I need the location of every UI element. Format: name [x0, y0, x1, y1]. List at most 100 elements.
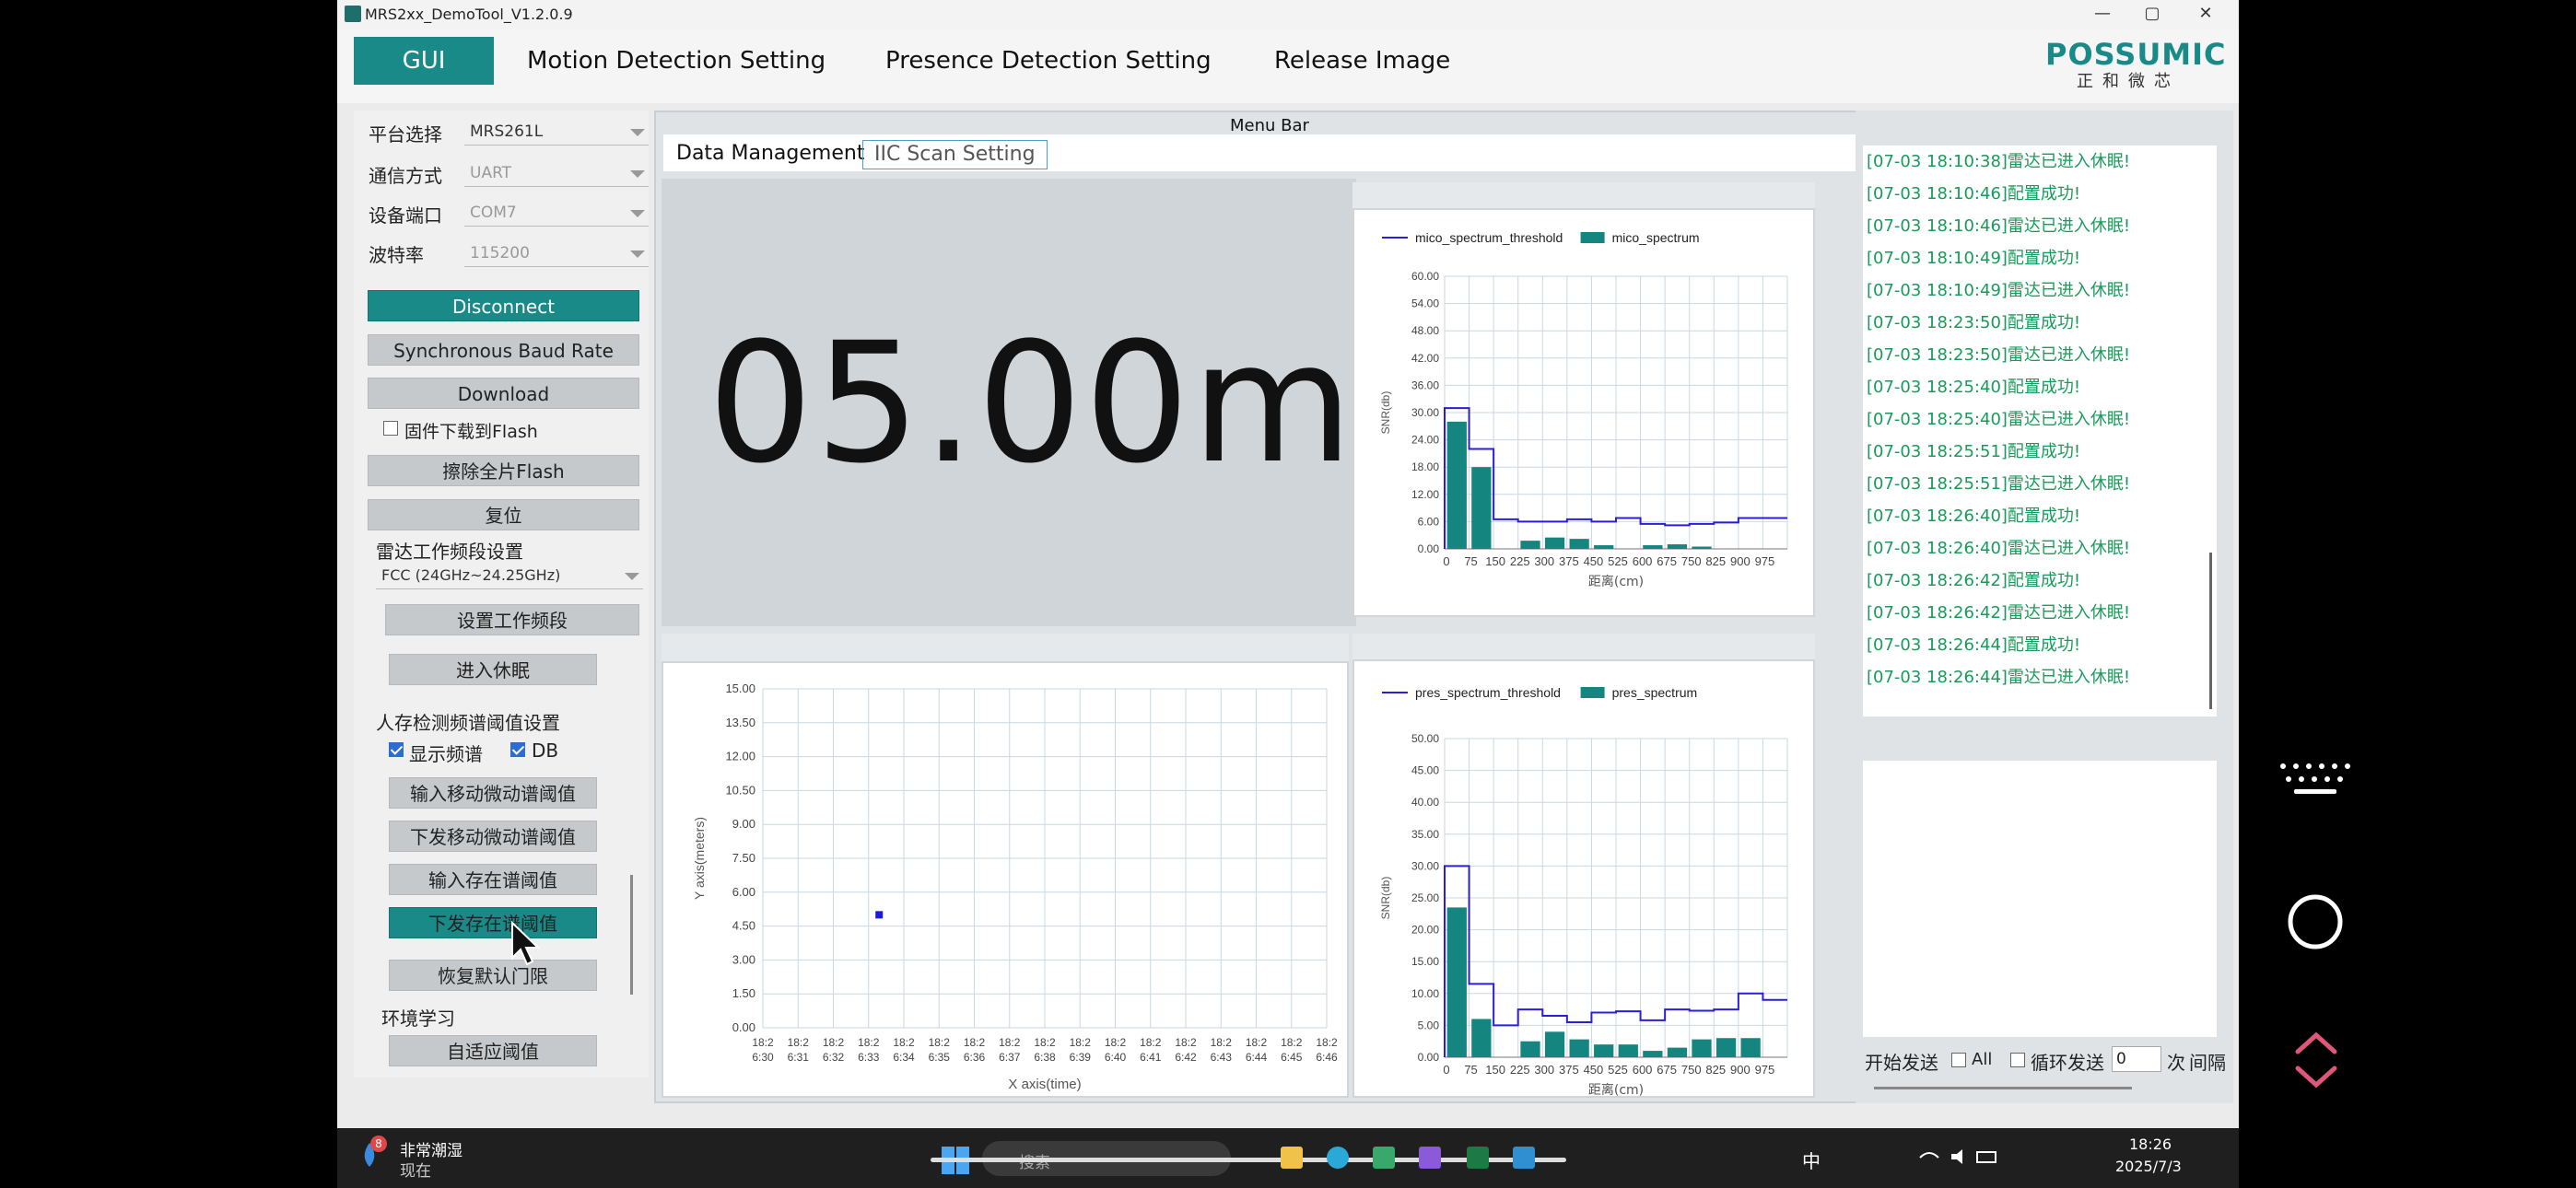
y-tick-label: 0.00: [732, 1020, 755, 1034]
y-tick-label: 60.00: [1411, 270, 1439, 283]
send-motion-threshold-button[interactable]: 下发移动微动谱阈值: [389, 821, 597, 852]
download-button[interactable]: Download: [368, 378, 639, 409]
app-icon-purple[interactable]: [1419, 1147, 1441, 1169]
send-controls: 开始发送 All 循环发送 0 次 间隔: [1861, 1042, 2230, 1079]
tab-iic-scan-setting[interactable]: IIC Scan Setting: [862, 140, 1048, 169]
show-spectrum-checkbox[interactable]: [389, 742, 404, 757]
x-tick-label-line: 18:2: [752, 1036, 774, 1049]
x-tick-label-line: 6:31: [788, 1051, 810, 1064]
system-tray-icons[interactable]: [1918, 1147, 2001, 1167]
x-tick-label: 375: [1559, 1063, 1579, 1077]
platform-label: 平台选择: [369, 123, 442, 146]
windows-start-icon[interactable]: [942, 1147, 969, 1174]
y-tick-label: 12.00: [725, 750, 755, 763]
x-tick-label-line: 6:36: [964, 1051, 986, 1064]
x-tick-label-line: 6:38: [1034, 1051, 1056, 1064]
file-explorer-icon[interactable]: [1281, 1147, 1303, 1169]
y-tick-label: 0.00: [1418, 1051, 1440, 1064]
adaptive-threshold-button[interactable]: 自适应阈值: [389, 1035, 597, 1066]
mico-spectrum-svg: mico_spectrum_threshold mico_spectrum 60.0…: [1379, 230, 1788, 589]
tab-data-management[interactable]: Data Management: [676, 142, 865, 165]
restore-default-button[interactable]: 恢复默认门限: [389, 960, 597, 991]
close-button[interactable]: ✕: [2198, 4, 2213, 23]
send-textarea[interactable]: [1863, 761, 2217, 1037]
send-presence-threshold-button[interactable]: 下发存在谱阈值: [389, 907, 597, 938]
window-title: MRS2xx_DemoTool_V1.2.0.9: [365, 6, 573, 23]
taskbar: 8 非常潮湿 现在 搜索 中 18:26 2025/7/3: [337, 1128, 2239, 1188]
db-label: DB: [532, 740, 559, 762]
home-button-icon[interactable]: [2287, 893, 2344, 950]
x-tick-label-line: 18:2: [788, 1036, 810, 1049]
left-scrollbar[interactable]: [630, 875, 633, 995]
x-tick-label: 300: [1534, 1063, 1554, 1077]
x-tick-label-line: 18:2: [929, 1036, 951, 1049]
baud-value: 115200: [470, 244, 530, 262]
input-presence-threshold-button[interactable]: 输入存在谱阈值: [389, 864, 597, 895]
start-send-label[interactable]: 开始发送: [1865, 1052, 1938, 1074]
x-tick-label: 525: [1608, 1063, 1628, 1077]
y-tick-label: 45.00: [1411, 764, 1439, 777]
x-tick-label: 0: [1443, 554, 1449, 568]
x-tick-label: 18:2 6:36: [964, 1036, 986, 1064]
port-value: COM7: [470, 204, 517, 222]
interval-label: 间隔: [2189, 1052, 2226, 1074]
maximize-button[interactable]: ▢: [2144, 4, 2160, 23]
loop-count-input[interactable]: 0: [2112, 1046, 2161, 1072]
log-line: [07-03 18:10:49]配置成功!: [1867, 249, 2081, 268]
spectrum-bar: [1740, 1038, 1761, 1057]
tab-release-image[interactable]: Release Image: [1274, 47, 1451, 75]
left-control-panel: 平台选择 MRS261L 通信方式 UART 设备端口 COM7 波特率 115…: [354, 111, 649, 1077]
sleep-button[interactable]: 进入休眠: [389, 654, 597, 685]
x-tick-label: 18:2 6:31: [788, 1036, 810, 1064]
clock-date: 2025/7/3: [2115, 1158, 2182, 1175]
all-checkbox[interactable]: [1951, 1053, 1966, 1067]
legend-label: pres_spectrum_threshold: [1415, 685, 1561, 700]
minimize-button[interactable]: —: [2094, 4, 2111, 23]
log-line: [07-03 18:26:40]雷达已进入休眠!: [1867, 539, 2131, 558]
log-scrollbar[interactable]: [2209, 553, 2212, 709]
x-tick-label-line: 6:33: [858, 1051, 880, 1064]
log-line: [07-03 18:25:51]雷达已进入休眠!: [1867, 474, 2131, 494]
band-select[interactable]: FCC (24GHz~24.25GHz): [376, 562, 643, 589]
x-tick-label: 900: [1730, 554, 1751, 568]
excel-icon[interactable]: [1467, 1147, 1489, 1169]
log-line: [07-03 18:10:46]配置成功!: [1867, 184, 2081, 204]
reset-button[interactable]: 复位: [368, 499, 639, 530]
db-checkbox[interactable]: [510, 742, 525, 757]
x-tick-label-line: 18:2: [1034, 1036, 1056, 1049]
x-tick-label: 18:2 6:41: [1140, 1036, 1162, 1064]
log-line: [07-03 18:10:38]雷达已进入休眠!: [1867, 152, 2131, 171]
x-tick-label-line: 18:2: [823, 1036, 845, 1049]
set-band-button[interactable]: 设置工作频段: [385, 604, 639, 635]
edge-icon[interactable]: [1327, 1147, 1349, 1169]
demotool-taskbar-icon[interactable]: [1513, 1147, 1535, 1169]
show-spectrum-label: 显示频谱: [409, 743, 483, 765]
erase-flash-button[interactable]: 擦除全片Flash: [368, 455, 639, 486]
target-point: [875, 911, 884, 919]
x-tick-label: 300: [1534, 554, 1554, 568]
tab-presence-detection[interactable]: Presence Detection Setting: [885, 47, 1212, 75]
y-tick-label: 25.00: [1411, 891, 1439, 904]
expand-collapse-icon[interactable]: [2294, 1030, 2338, 1090]
y-tick-label: 0.00: [1418, 542, 1440, 555]
x-tick-label-line: 6:45: [1281, 1051, 1303, 1064]
loop-checkbox[interactable]: [2010, 1053, 2025, 1067]
legend-label: mico_spectrum_threshold: [1415, 230, 1563, 245]
tab-gui[interactable]: GUI: [354, 37, 494, 85]
sync-baud-button[interactable]: Synchronous Baud Rate: [368, 334, 639, 366]
disconnect-button[interactable]: Disconnect: [368, 290, 639, 321]
platform-select[interactable]: MRS261L: [464, 118, 649, 146]
port-select: COM7: [464, 199, 649, 227]
ime-indicator[interactable]: 中: [1802, 1150, 1821, 1172]
legend-label: pres_spectrum: [1612, 685, 1698, 700]
x-tick-label: 18:2 6:43: [1211, 1036, 1233, 1064]
tab-motion-detection[interactable]: Motion Detection Setting: [527, 47, 826, 75]
app-icon-green[interactable]: [1373, 1147, 1395, 1169]
send-hscrollbar[interactable]: [1874, 1087, 2132, 1089]
x-tick-label: 750: [1681, 1063, 1702, 1077]
flash-checkbox[interactable]: [383, 421, 398, 436]
app-icon: [345, 6, 361, 22]
input-motion-threshold-button[interactable]: 输入移动微动谱阈值: [389, 777, 597, 809]
keyboard-icon[interactable]: [2277, 761, 2353, 807]
spectrum-bar: [1667, 544, 1688, 549]
